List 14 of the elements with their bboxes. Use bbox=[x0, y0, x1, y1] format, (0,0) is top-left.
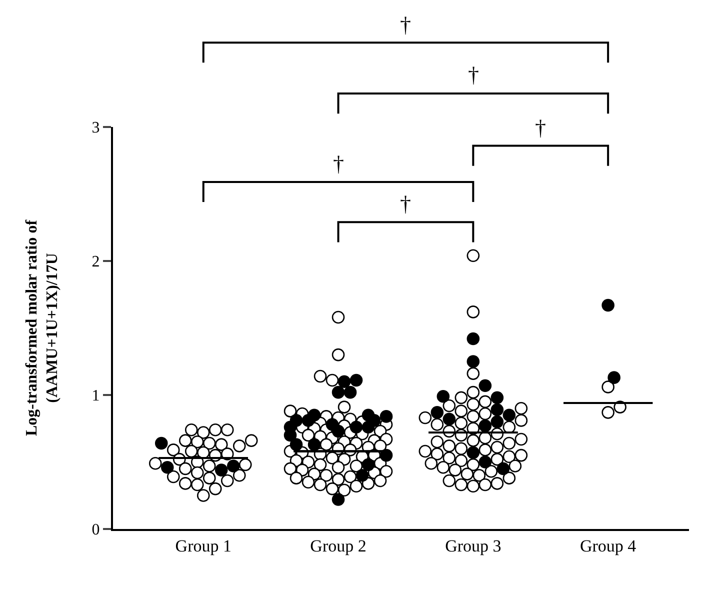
text: † bbox=[468, 62, 479, 87]
x-tick-label: Group 3 bbox=[445, 536, 502, 556]
annotation: † bbox=[535, 115, 546, 140]
y-tick-label: 1 bbox=[92, 388, 100, 405]
y-tick-label: 3 bbox=[92, 120, 100, 137]
y-tick-label: 0 bbox=[92, 522, 100, 539]
annotation: † bbox=[333, 151, 344, 176]
text: † bbox=[400, 12, 411, 37]
x-tick-label: Group 2 bbox=[310, 536, 366, 556]
annotation: † bbox=[400, 191, 411, 216]
x-tick-label: Group 1 bbox=[175, 536, 232, 556]
y-axis-title: Log-transformed molar ratio of (AAMU+1U+1X)/17U bbox=[23, 219, 62, 436]
x-tick-label: Group 4 bbox=[580, 536, 637, 556]
y-tick-label: 2 bbox=[92, 254, 100, 271]
